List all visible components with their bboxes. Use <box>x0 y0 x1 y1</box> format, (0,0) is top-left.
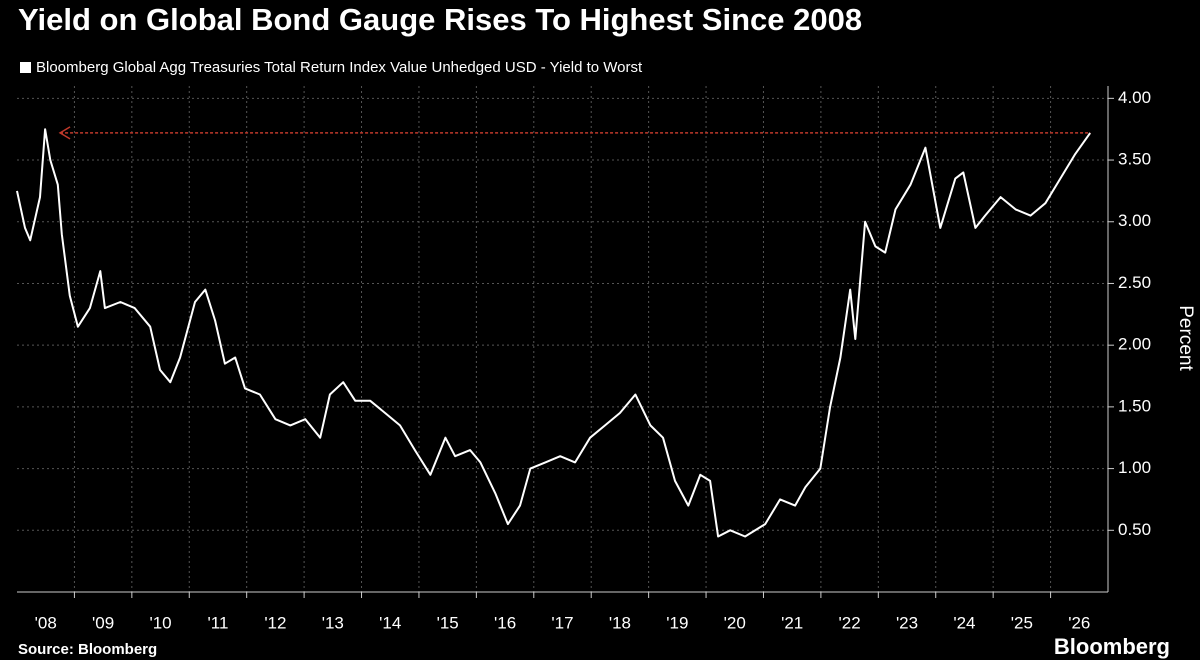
source: Source: Bloomberg <box>18 641 157 658</box>
x-tick-label: '12 <box>264 613 286 632</box>
x-tick-label: '25 <box>1011 613 1033 632</box>
y-tick-label: 0.50 <box>1118 520 1151 539</box>
y-tick-label: 3.00 <box>1118 211 1151 230</box>
x-tick-label: '08 <box>35 613 57 632</box>
x-tick-label: '16 <box>494 613 516 632</box>
x-tick-label: '26 <box>1068 613 1090 632</box>
y-axis-label: Percent <box>1175 305 1196 371</box>
y-tick-label: 4.00 <box>1118 88 1151 107</box>
x-tick-label: '09 <box>92 613 114 632</box>
logo: Bloomberg <box>1054 634 1170 659</box>
x-tick-label: '11 <box>208 613 229 632</box>
y-tick-label: 2.50 <box>1118 273 1151 292</box>
x-tick-label: '22 <box>839 613 861 632</box>
x-tick-label: '15 <box>437 613 459 632</box>
x-tick-label: '23 <box>896 613 918 632</box>
y-tick-label: 1.50 <box>1118 396 1151 415</box>
chart-title: Yield on Global Bond Gauge Rises To High… <box>18 2 862 37</box>
x-tick-label: '13 <box>322 613 344 632</box>
x-tick-label: '14 <box>379 613 401 632</box>
x-tick-label: '10 <box>149 613 171 632</box>
legend-swatch <box>20 62 31 73</box>
line-series <box>16 128 1092 538</box>
x-tick-label: '20 <box>724 613 746 632</box>
x-tick-label: '18 <box>609 613 631 632</box>
x-tick-label: '19 <box>666 613 688 632</box>
legend-label: Bloomberg Global Agg Treasuries Total Re… <box>36 59 643 76</box>
y-tick-label: 2.00 <box>1118 335 1151 354</box>
y-tick-label: 1.00 <box>1118 458 1151 477</box>
y-tick-label: 3.50 <box>1118 150 1151 169</box>
x-tick-label: '21 <box>781 613 803 632</box>
x-tick-label: '17 <box>551 613 573 632</box>
x-tick-label: '24 <box>953 613 975 632</box>
reference-arrowhead <box>58 126 71 140</box>
